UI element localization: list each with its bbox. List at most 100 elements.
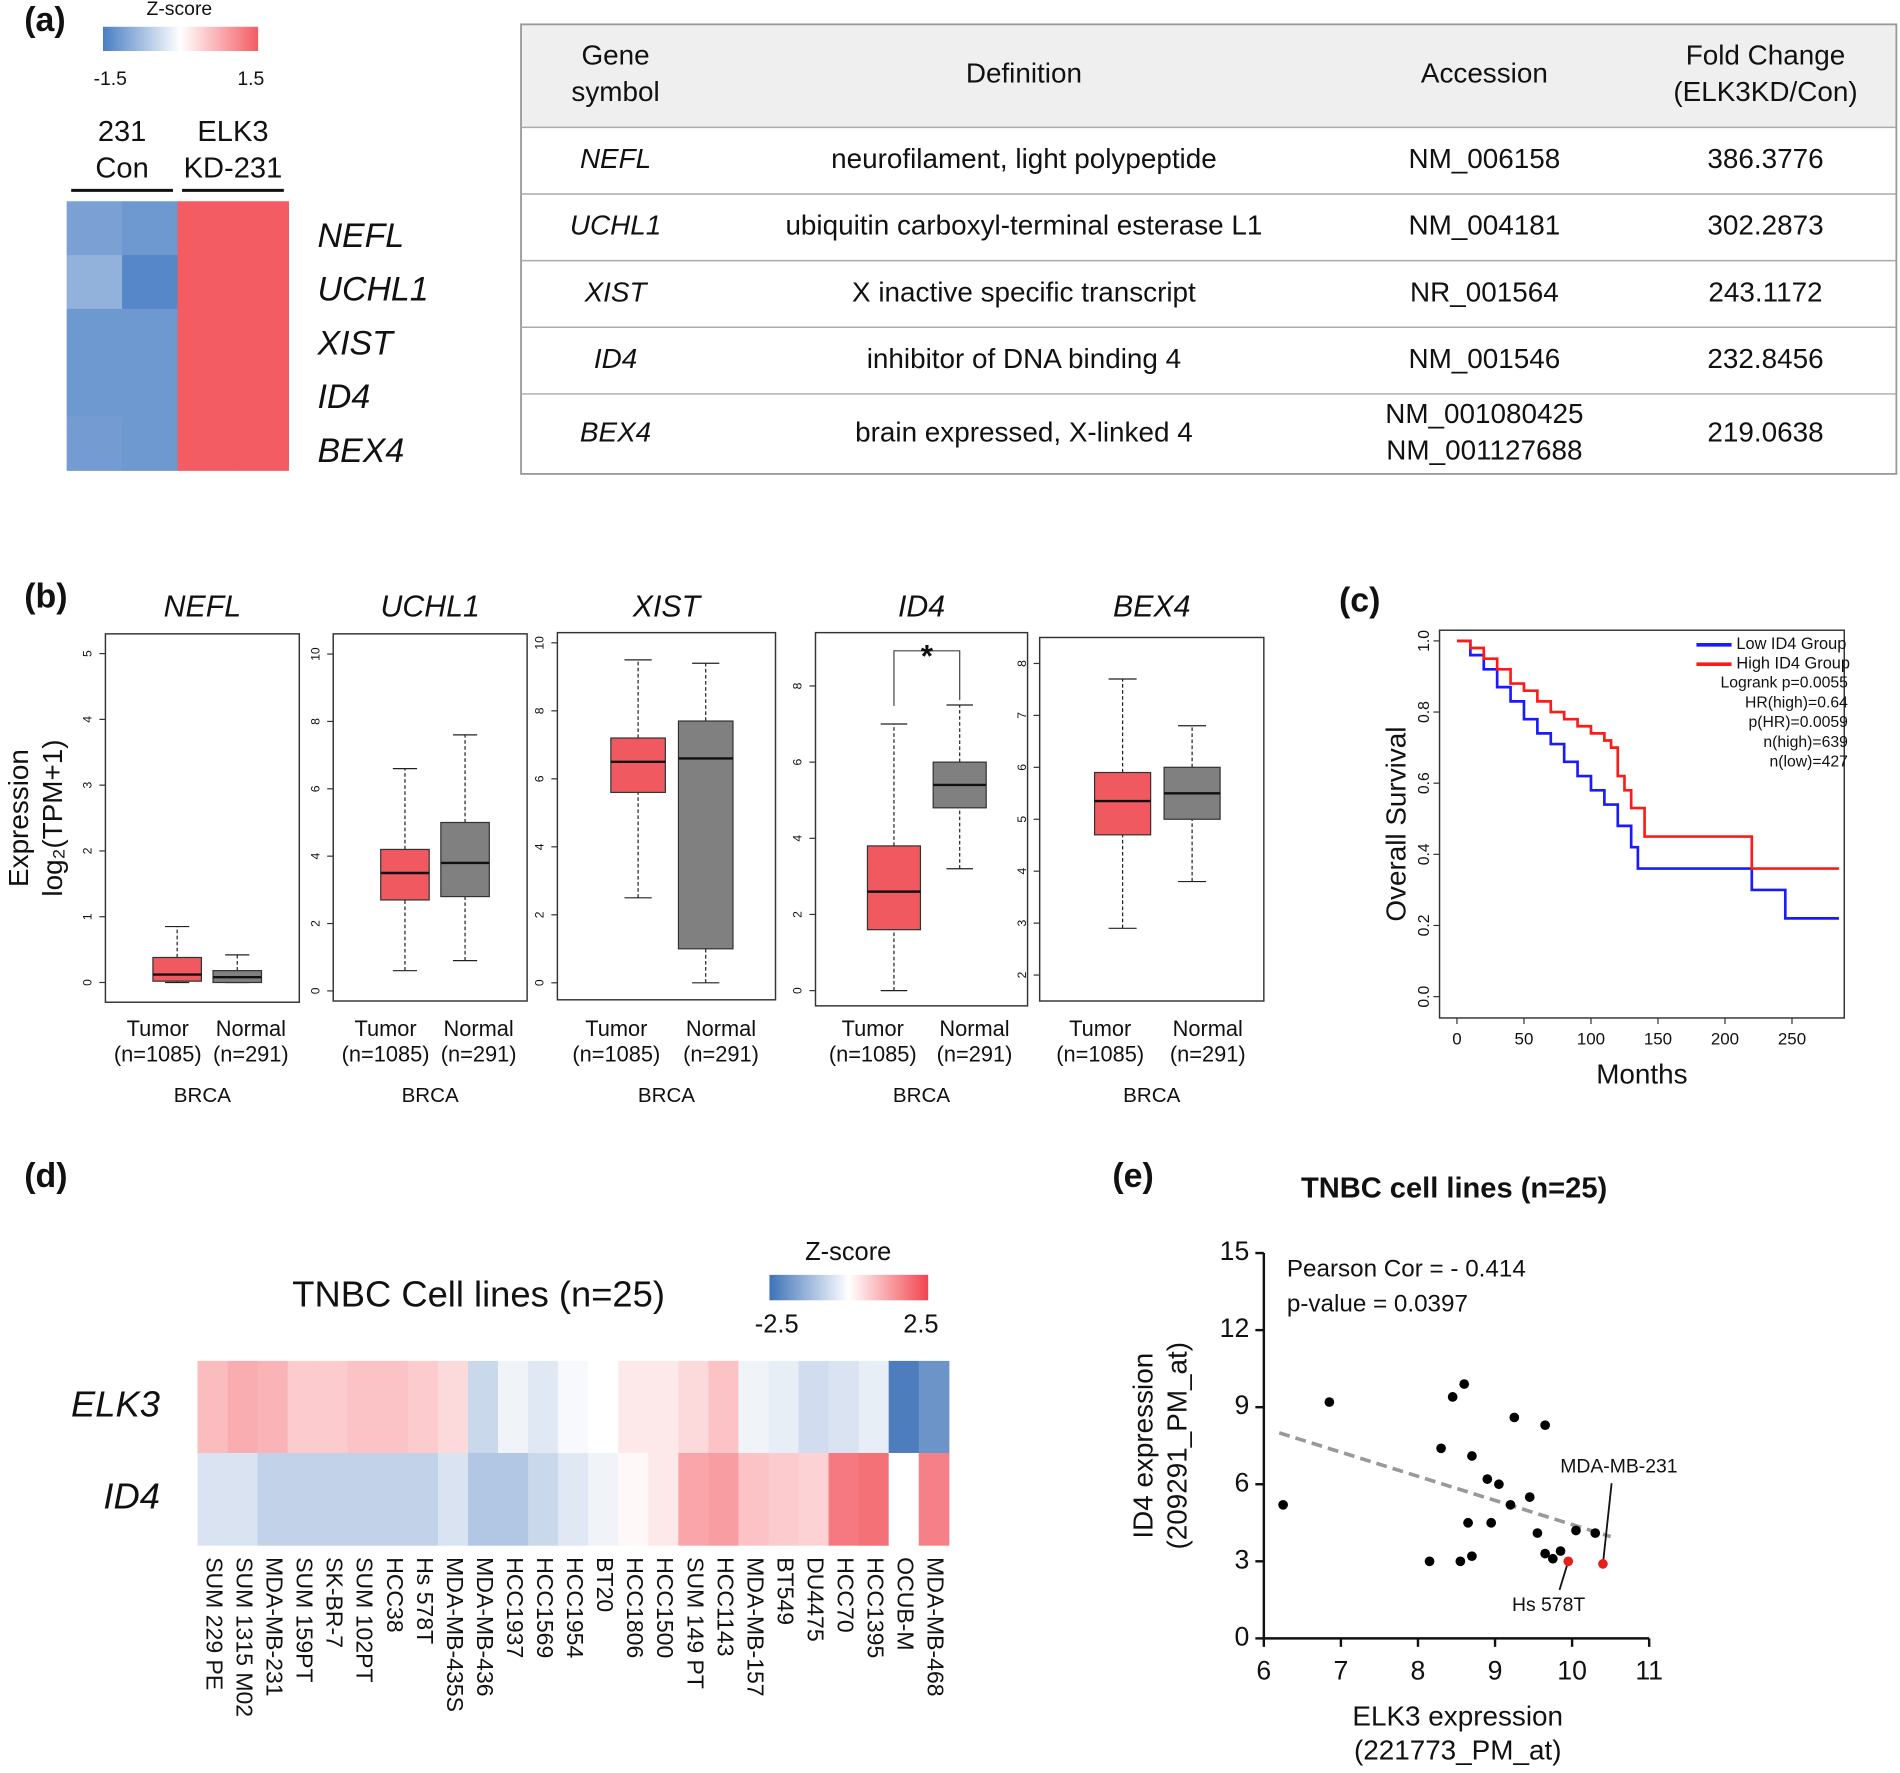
heatmap-cell [858,1452,890,1546]
heatmap-cell [66,362,123,418]
point [1494,1479,1504,1490]
heatmap-cell [177,201,234,256]
table-cell: X inactive specific transcript [852,276,1196,307]
annotation: p-value = 0.0397 [1287,1291,1468,1318]
colorbar-tick-label: 1.5 [237,68,264,90]
box [1093,771,1152,836]
row-label: ID4 [317,378,370,416]
chart-title: NEFL [164,590,241,623]
column-label: BT20 [592,1557,618,1612]
x-tick-label: 0 [1452,1029,1461,1048]
y-tick-label: 2 [533,911,547,918]
heatmap-cell [177,362,234,418]
colorbar [102,26,259,52]
heatmap-cell [407,1452,439,1546]
y-tick-label: 1.0 [1416,630,1433,652]
column-label: SUM 102PT [352,1557,378,1682]
table-cell: UCHL1 [570,210,661,241]
x-tick-label: 150 [1644,1029,1672,1048]
heatmap-cell [377,1360,409,1454]
point [1486,1517,1497,1528]
table-cell: NM_001080425 [1385,398,1583,429]
column-label: HCC1954 [562,1557,588,1658]
heatmap-cell [232,255,289,310]
column-label: HCC1569 [532,1557,558,1658]
heatmap-cell [177,308,234,364]
box [610,737,666,794]
heatmap-cell [558,1360,589,1454]
heatmap-cell [467,1452,499,1546]
column-label: 231 [98,116,147,148]
y-tick-label: 8 [1015,660,1029,667]
heatmap-cell [177,416,234,471]
heatmap-cell [437,1452,469,1546]
table-cell: NEFL [580,143,651,174]
y-axis-label: Expression [3,749,34,887]
point [1532,1528,1543,1538]
point [1324,1397,1335,1407]
highlight-point [1598,1559,1608,1569]
table-header-bg [521,24,1897,128]
column-label: HCC1143 [712,1557,738,1656]
point [1436,1443,1446,1454]
heatmap-cell [317,1452,349,1546]
legend-label: High ID4 Group [1736,654,1850,672]
x-category-label: (n=1085) [829,1041,917,1066]
heatmap-cell [528,1452,559,1546]
panel-label: (d) [24,1157,67,1195]
heatmap-cell [467,1360,499,1454]
y-axis-label: ID4 expression [1127,1353,1158,1539]
box [677,720,734,950]
point [1509,1412,1520,1423]
x-tick-label: 7 [1333,1655,1348,1685]
heatmap-cell [257,1360,289,1454]
table-header: (ELK3KD/Con) [1673,76,1857,107]
plot-frame [556,631,777,1001]
y-tick-label: 5 [1015,816,1029,823]
x-tick-label: 9 [1488,1655,1503,1685]
x-tick-label: 200 [1711,1029,1739,1048]
colorbar-tick-label: 2.5 [903,1310,938,1338]
x-category-label: Tumor [585,1016,647,1041]
heatmap-cell [122,416,179,471]
y-tick-label: 15 [1220,1236,1250,1266]
y-tick-label: 0 [308,987,322,994]
box [866,845,922,931]
heatmap-cell [177,255,234,310]
y-tick-label: 5 [81,650,95,657]
point [1463,1517,1473,1528]
heatmap-cell [287,1452,319,1546]
box [380,848,430,901]
point [1571,1525,1581,1536]
heatmap-cell [232,308,289,364]
column-label: HCC1395 [863,1557,889,1658]
fit-line [1278,1431,1612,1539]
column-label: OCUB-M [893,1557,919,1650]
heatmap-cell [122,255,179,310]
table-cell: ubiquitin carboxyl-terminal esterase L1 [785,210,1262,241]
table-cell: 302.2873 [1707,210,1823,241]
table-cell: 243.1172 [1708,276,1822,307]
heatmap-cell [227,1452,259,1546]
point [1467,1551,1477,1562]
point [1455,1556,1466,1567]
x-tick-label: 10 [1557,1655,1587,1685]
heatmap-cell [66,201,123,256]
column-label: HCC38 [382,1557,408,1632]
table-header: Definition [966,58,1082,89]
heatmap-cell [798,1452,830,1546]
heatmap-cell [122,201,179,256]
y-tick-label: 4 [791,835,805,842]
y-tick-label: 8 [533,707,547,714]
table-cell: inhibitor of DNA binding 4 [867,343,1181,374]
table-cell: ID4 [594,343,637,374]
y-tick-label: 10 [533,636,547,650]
heatmap-cell [232,201,289,256]
heatmap-cell [678,1452,709,1546]
heatmap-cell [498,1452,529,1546]
y-tick-label: 3 [1015,919,1029,926]
heatmap-cell [888,1452,920,1546]
column-label: SUM 1315 M02 [232,1557,258,1717]
point [1505,1499,1516,1510]
